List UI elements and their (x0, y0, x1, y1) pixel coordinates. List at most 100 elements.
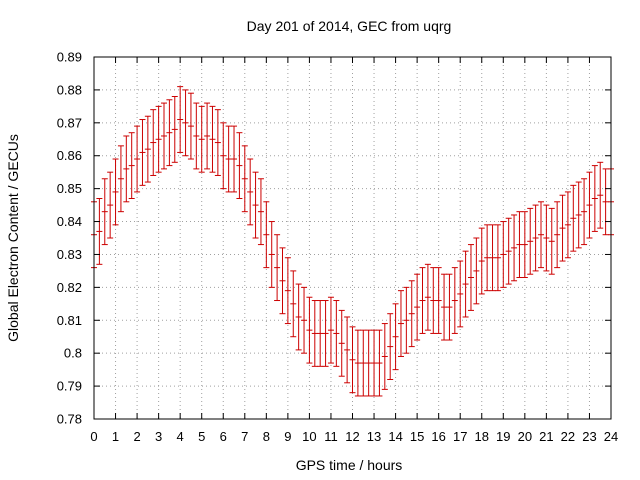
error-bar-point (257, 178, 264, 246)
x-tick-label: 18 (475, 429, 489, 444)
error-bar-point (301, 286, 308, 354)
axis-ticks: 0 1 2 3 4 5 6 7 8 9 10 11 12 13 14 15 16 17 18 19 20 21 22 23 24… (57, 50, 619, 445)
error-bar-point (128, 132, 135, 200)
error-bar-point (462, 250, 469, 318)
error-bar-point (252, 171, 259, 239)
error-bar-point (268, 221, 275, 288)
error-bar-point (511, 214, 518, 282)
error-bar-point (209, 105, 216, 173)
error-bar-point (559, 194, 566, 262)
y-tick-label: 0.81 (57, 313, 82, 328)
y-tick-label: 0.79 (57, 379, 82, 394)
error-bar-point (403, 286, 410, 354)
error-bar-point (532, 204, 539, 272)
error-bar-point (473, 237, 480, 305)
error-bar-point (387, 313, 394, 381)
y-tick-label: 0.8 (64, 346, 82, 361)
error-bar-point (424, 263, 431, 331)
y-axis-title: Global Electron Content / GECUs (5, 134, 21, 342)
error-bar-point (500, 221, 507, 288)
error-bar-point (214, 109, 221, 176)
error-bar-point (311, 300, 318, 367)
error-bar-point (295, 283, 302, 351)
error-bar-point (414, 273, 421, 341)
x-tick-label: 24 (604, 429, 618, 444)
error-bar-point (457, 260, 464, 328)
error-bar-point (290, 270, 297, 338)
error-bar-point (284, 257, 291, 325)
error-bar-point (96, 198, 103, 265)
error-bar-point (274, 234, 281, 302)
x-tick-label: 3 (155, 429, 162, 444)
error-bar-point (564, 191, 571, 259)
x-tick-label: 11 (324, 429, 338, 444)
error-bar-point (554, 201, 561, 269)
error-bar-point (161, 102, 168, 170)
error-bar-point (344, 316, 351, 384)
error-bar-point (451, 267, 458, 334)
x-tick-label: 12 (345, 429, 359, 444)
error-bar-point (231, 125, 238, 193)
error-bar-point (204, 102, 211, 170)
y-tick-label: 0.85 (57, 181, 82, 196)
x-tick-label: 8 (263, 429, 270, 444)
error-bar-point (155, 105, 162, 173)
error-bar-point (107, 171, 114, 239)
x-tick-label: 16 (431, 429, 445, 444)
x-tick-label: 19 (496, 429, 510, 444)
error-bar-point (435, 267, 442, 334)
error-bar-point (521, 211, 528, 278)
error-bar-point (467, 244, 474, 311)
error-bar-point (494, 224, 501, 292)
error-bar-point (247, 158, 254, 226)
error-bar-point (602, 168, 609, 236)
error-bar-point (241, 145, 248, 213)
x-tick-label: 15 (410, 429, 424, 444)
data-series (91, 86, 614, 397)
error-bar-point (187, 92, 194, 160)
x-tick-label: 21 (539, 429, 553, 444)
x-tick-label: 10 (302, 429, 316, 444)
error-bar-point (182, 89, 189, 157)
x-tick-label: 23 (582, 429, 596, 444)
error-bar-point (597, 161, 604, 229)
error-bar-point (322, 300, 329, 367)
error-bar-point (338, 309, 345, 377)
error-bar-point (591, 165, 598, 232)
error-bar-point (441, 273, 448, 341)
error-bar-point (478, 227, 485, 295)
error-bar-point (263, 201, 270, 269)
x-tick-label: 4 (177, 429, 184, 444)
x-tick-label: 17 (453, 429, 467, 444)
x-tick-label: 2 (133, 429, 140, 444)
error-bar-point (505, 217, 512, 285)
error-bar-point (392, 303, 399, 371)
error-bar-point (537, 201, 544, 269)
error-bar-point (516, 211, 523, 278)
error-bar-point (349, 326, 356, 394)
error-bar-point (446, 273, 453, 341)
x-axis-title: GPS time / hours (296, 457, 403, 473)
y-tick-label: 0.87 (57, 115, 82, 130)
error-bar-point (236, 132, 243, 200)
error-bar-point (570, 184, 577, 252)
error-bar-point (177, 86, 184, 153)
error-bar-point (408, 280, 415, 348)
error-bar-point (193, 102, 200, 170)
error-bar-point (317, 300, 324, 367)
error-bar-point (376, 329, 383, 397)
error-bar-point (527, 207, 534, 275)
x-tick-label: 6 (220, 429, 227, 444)
error-bar-point (575, 181, 582, 249)
error-bar-point (225, 125, 232, 193)
error-bar-point (139, 119, 146, 186)
error-bar-point (171, 95, 178, 163)
error-bar-point (220, 122, 227, 190)
error-bar-point (484, 224, 491, 292)
error-bar-point (112, 158, 119, 226)
error-bar-point (365, 329, 372, 397)
error-bar-point (543, 204, 550, 272)
error-bar-point (581, 178, 588, 246)
error-bar-point (430, 267, 437, 334)
